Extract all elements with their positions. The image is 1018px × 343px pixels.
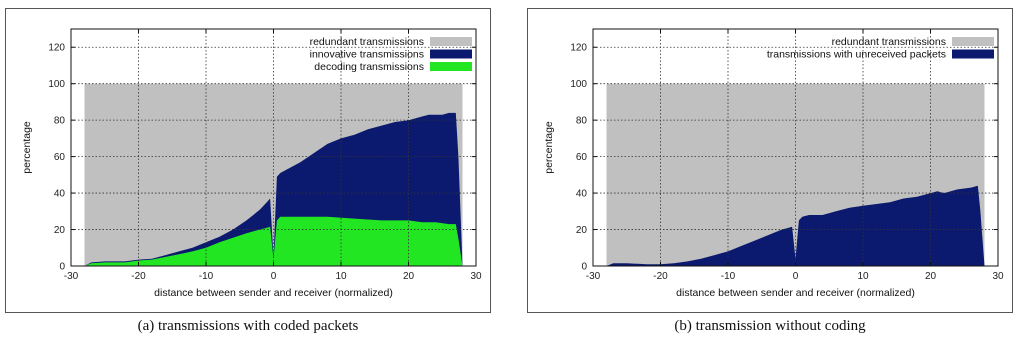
x-tick-label: -20 xyxy=(131,271,146,282)
y-tick-label: 80 xyxy=(54,116,66,127)
legend-swatch-2 xyxy=(430,62,472,71)
x-tick-label: -30 xyxy=(586,271,601,282)
legend-label-0: redundant transmissions xyxy=(310,36,424,48)
x-axis-label: distance between sender and receiver (no… xyxy=(154,287,393,299)
y-tick-label: 40 xyxy=(576,189,588,200)
caption-a: (a) transmissions with coded packets xyxy=(5,318,491,335)
x-tick-label: 10 xyxy=(857,271,869,282)
x-tick-label: -10 xyxy=(199,271,214,282)
x-tick-label: -20 xyxy=(653,271,668,282)
y-tick-label: 80 xyxy=(576,116,588,127)
chart-panel-a: redundant transmissions innovative transm… xyxy=(5,8,491,313)
y-tick-label: 20 xyxy=(54,225,66,236)
legend-swatch-0 xyxy=(430,37,472,46)
y-tick-label: 40 xyxy=(54,189,66,200)
y-tick-label: 120 xyxy=(570,43,587,54)
y-tick-label: 120 xyxy=(48,43,65,54)
caption-b: (b) transmission without coding xyxy=(527,318,1013,335)
y-tick-label: 100 xyxy=(48,79,65,90)
x-tick-label: 20 xyxy=(403,271,415,282)
x-tick-label: -10 xyxy=(721,271,736,282)
y-tick-label: 20 xyxy=(576,225,588,236)
y-tick-label: 0 xyxy=(59,262,65,273)
y-tick-label: 60 xyxy=(54,152,66,163)
y-tick-label: 60 xyxy=(576,152,588,163)
x-tick-label: 20 xyxy=(925,271,937,282)
x-axis-label: distance between sender and receiver (no… xyxy=(676,287,915,299)
x-tick-label: 0 xyxy=(793,271,799,282)
legend-swatch-1 xyxy=(952,50,994,59)
x-tick-label: 30 xyxy=(992,271,1004,282)
chart-panel-b: redundant transmissions transmissions wit… xyxy=(527,8,1013,313)
legend-swatch-0 xyxy=(952,37,994,46)
legend-label-1: transmissions with unreceived packets xyxy=(767,49,946,61)
x-tick-label: 10 xyxy=(335,271,347,282)
x-tick-label: -30 xyxy=(64,271,79,282)
y-axis-label: percentage xyxy=(543,121,555,174)
legend-label-0: redundant transmissions xyxy=(832,36,946,48)
legend-label-2: decoding transmissions xyxy=(314,61,424,73)
legend-swatch-1 xyxy=(430,50,472,59)
x-tick-label: 0 xyxy=(271,271,277,282)
legend-label-1: innovative transmissions xyxy=(310,49,424,61)
y-tick-label: 0 xyxy=(581,262,587,273)
y-tick-label: 100 xyxy=(570,79,587,90)
x-tick-label: 30 xyxy=(470,271,482,282)
y-axis-label: percentage xyxy=(21,121,33,174)
